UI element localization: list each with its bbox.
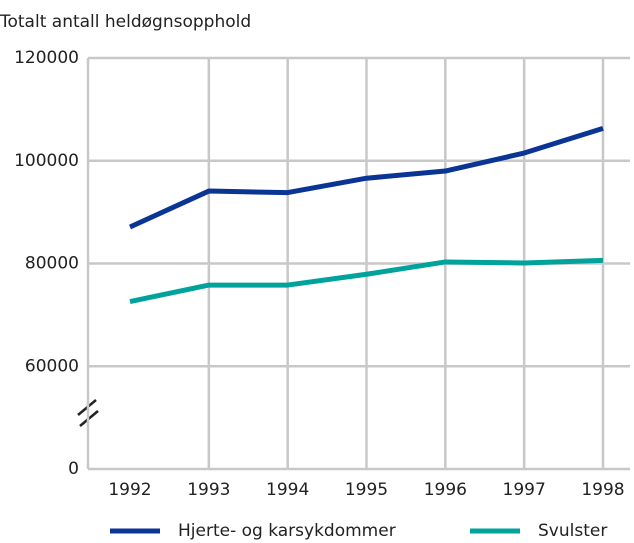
y-tick-label: 0 [68, 459, 79, 479]
legend-label: Hjerte- og karsykdommer [178, 521, 396, 541]
x-tick-label: 1996 [424, 480, 467, 500]
x-tick-label: 1995 [345, 480, 388, 500]
series-line [128, 125, 604, 230]
x-tick-label: 1997 [503, 480, 546, 500]
x-tick-label: 1992 [108, 480, 151, 500]
y-tick-label: 100000 [14, 151, 79, 171]
x-tick-label: 1998 [581, 480, 624, 500]
x-tick-label: 1994 [266, 480, 309, 500]
x-tick-label: 1993 [187, 480, 230, 500]
y-tick-label: 80000 [25, 254, 79, 274]
y-axis-label: Totalt antall heldøgnsopphold [0, 12, 251, 32]
y-tick-label: 60000 [25, 356, 79, 376]
series-line [129, 257, 604, 304]
y-tick-label: 120000 [14, 48, 79, 68]
legend-label: Svulster [538, 521, 607, 541]
